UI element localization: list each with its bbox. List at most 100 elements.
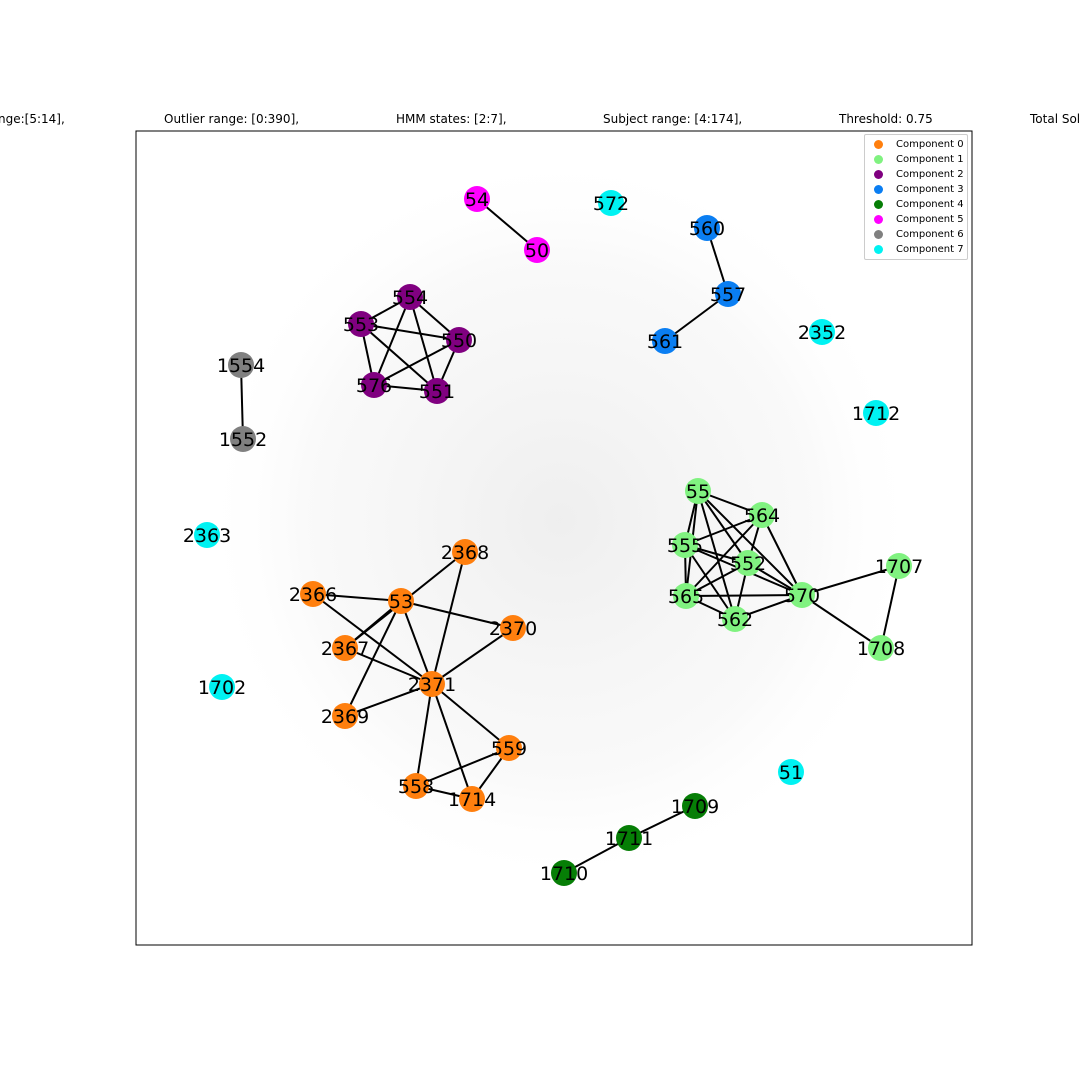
edge-55-552 bbox=[697, 490, 749, 564]
legend-label: Component 3 bbox=[896, 184, 964, 195]
node-1554: 1554 bbox=[217, 352, 265, 378]
node-circle bbox=[388, 588, 414, 614]
node-circle bbox=[397, 284, 423, 310]
node-2369: 2369 bbox=[321, 703, 369, 729]
node-label: 1711 bbox=[605, 828, 653, 850]
legend-marker bbox=[874, 140, 883, 149]
node-1708: 1708 bbox=[857, 635, 905, 661]
node-55: 55 bbox=[685, 478, 711, 504]
edge-54-50 bbox=[476, 198, 538, 251]
node-562: 562 bbox=[717, 606, 753, 632]
node-circle bbox=[809, 319, 835, 345]
node-1702: 1702 bbox=[198, 674, 246, 700]
legend-entry-5: Component 5 bbox=[865, 212, 967, 227]
header-total: Total Sol bbox=[1030, 112, 1080, 126]
node-1711: 1711 bbox=[605, 825, 653, 851]
edge-2371-2369 bbox=[344, 683, 433, 717]
node-circle bbox=[403, 773, 429, 799]
node-circle bbox=[361, 372, 387, 398]
edge-555-562 bbox=[684, 544, 736, 620]
node-label: 54 bbox=[465, 189, 489, 211]
node-550: 550 bbox=[441, 327, 477, 353]
node-label: 1714 bbox=[448, 789, 496, 811]
node-1707: 1707 bbox=[875, 553, 923, 579]
node-label: 1552 bbox=[219, 429, 267, 451]
node-circle bbox=[459, 786, 485, 812]
background-haze bbox=[200, 150, 920, 890]
node-label: 2366 bbox=[289, 584, 337, 606]
node-label: 558 bbox=[398, 776, 434, 798]
node-label: 2370 bbox=[489, 618, 537, 640]
node-circle bbox=[616, 825, 642, 851]
legend-entry-1: Component 1 bbox=[865, 152, 967, 167]
node-label: 554 bbox=[392, 287, 428, 309]
edge-55-570 bbox=[697, 490, 803, 596]
legend-marker bbox=[874, 215, 883, 224]
node-layer: 54 50 572 560 557 561 2352 1712 554 553 550 576 551 1… bbox=[183, 186, 923, 886]
edge-53-2370 bbox=[400, 600, 514, 629]
edge-2366-53 bbox=[312, 593, 402, 602]
node-circle bbox=[749, 502, 775, 528]
node-label: 1710 bbox=[540, 863, 588, 885]
node-circle bbox=[863, 400, 889, 426]
node-circle bbox=[332, 635, 358, 661]
node-label: 1712 bbox=[852, 403, 900, 425]
legend-entry-7: Component 7 bbox=[865, 242, 967, 257]
node-circle bbox=[332, 703, 358, 729]
node-label: 2371 bbox=[408, 674, 456, 696]
node-561: 561 bbox=[647, 328, 683, 354]
node-label: 559 bbox=[491, 738, 527, 760]
edge-557-561 bbox=[664, 293, 729, 342]
edge-2368-2371 bbox=[431, 551, 466, 685]
node-2367: 2367 bbox=[321, 635, 369, 661]
node-label: 570 bbox=[784, 585, 820, 607]
node-label: 2368 bbox=[441, 542, 489, 564]
edge-570-1708 bbox=[801, 594, 882, 649]
legend-label: Component 6 bbox=[896, 229, 964, 240]
node-circle bbox=[446, 327, 472, 353]
node-circle bbox=[496, 735, 522, 761]
edge-554-551 bbox=[409, 296, 438, 392]
node-label: 560 bbox=[689, 218, 725, 240]
node-circle bbox=[228, 352, 254, 378]
node-557: 557 bbox=[710, 281, 746, 307]
legend-label: Component 2 bbox=[896, 169, 964, 180]
header-info: nge:[5:14], Outlier range: [0:390], HMM … bbox=[0, 112, 1080, 128]
edge-53-2371 bbox=[400, 600, 433, 685]
edge-553-550 bbox=[360, 323, 460, 341]
edge-564-570 bbox=[761, 514, 803, 596]
node-label: 561 bbox=[647, 331, 683, 353]
node-circle bbox=[598, 190, 624, 216]
node-label: 1554 bbox=[217, 355, 265, 377]
node-circle bbox=[424, 378, 450, 404]
header-subject-range: Subject range: [4:174], bbox=[603, 112, 743, 126]
node-label: 2367 bbox=[321, 638, 369, 660]
node-circle bbox=[419, 671, 445, 697]
node-1709: 1709 bbox=[671, 793, 719, 819]
node-572: 572 bbox=[593, 190, 629, 216]
node-label: 553 bbox=[343, 314, 379, 336]
node-552: 552 bbox=[730, 550, 766, 576]
node-circle bbox=[230, 426, 256, 452]
node-circle bbox=[685, 478, 711, 504]
node-circle bbox=[500, 615, 526, 641]
header-hmm-states: HMM states: [2:7], bbox=[396, 112, 507, 126]
node-2366: 2366 bbox=[289, 581, 337, 607]
node-label: 557 bbox=[710, 284, 746, 306]
node-label: 565 bbox=[668, 586, 704, 608]
legend-marker bbox=[874, 200, 883, 209]
node-label: 1702 bbox=[198, 677, 246, 699]
node-label: 552 bbox=[730, 553, 766, 575]
node-label: 53 bbox=[389, 591, 413, 613]
node-label: 550 bbox=[441, 330, 477, 352]
edge-553-551 bbox=[360, 323, 438, 392]
legend-entry-3: Component 3 bbox=[865, 182, 967, 197]
node-label: 551 bbox=[419, 381, 455, 403]
node-circle bbox=[551, 860, 577, 886]
legend-marker bbox=[874, 245, 883, 254]
node-551: 551 bbox=[419, 378, 455, 404]
node-label: 1707 bbox=[875, 556, 923, 578]
node-label: 572 bbox=[593, 193, 629, 215]
edge-554-576 bbox=[373, 296, 411, 386]
edge-2366-2371 bbox=[312, 593, 433, 685]
